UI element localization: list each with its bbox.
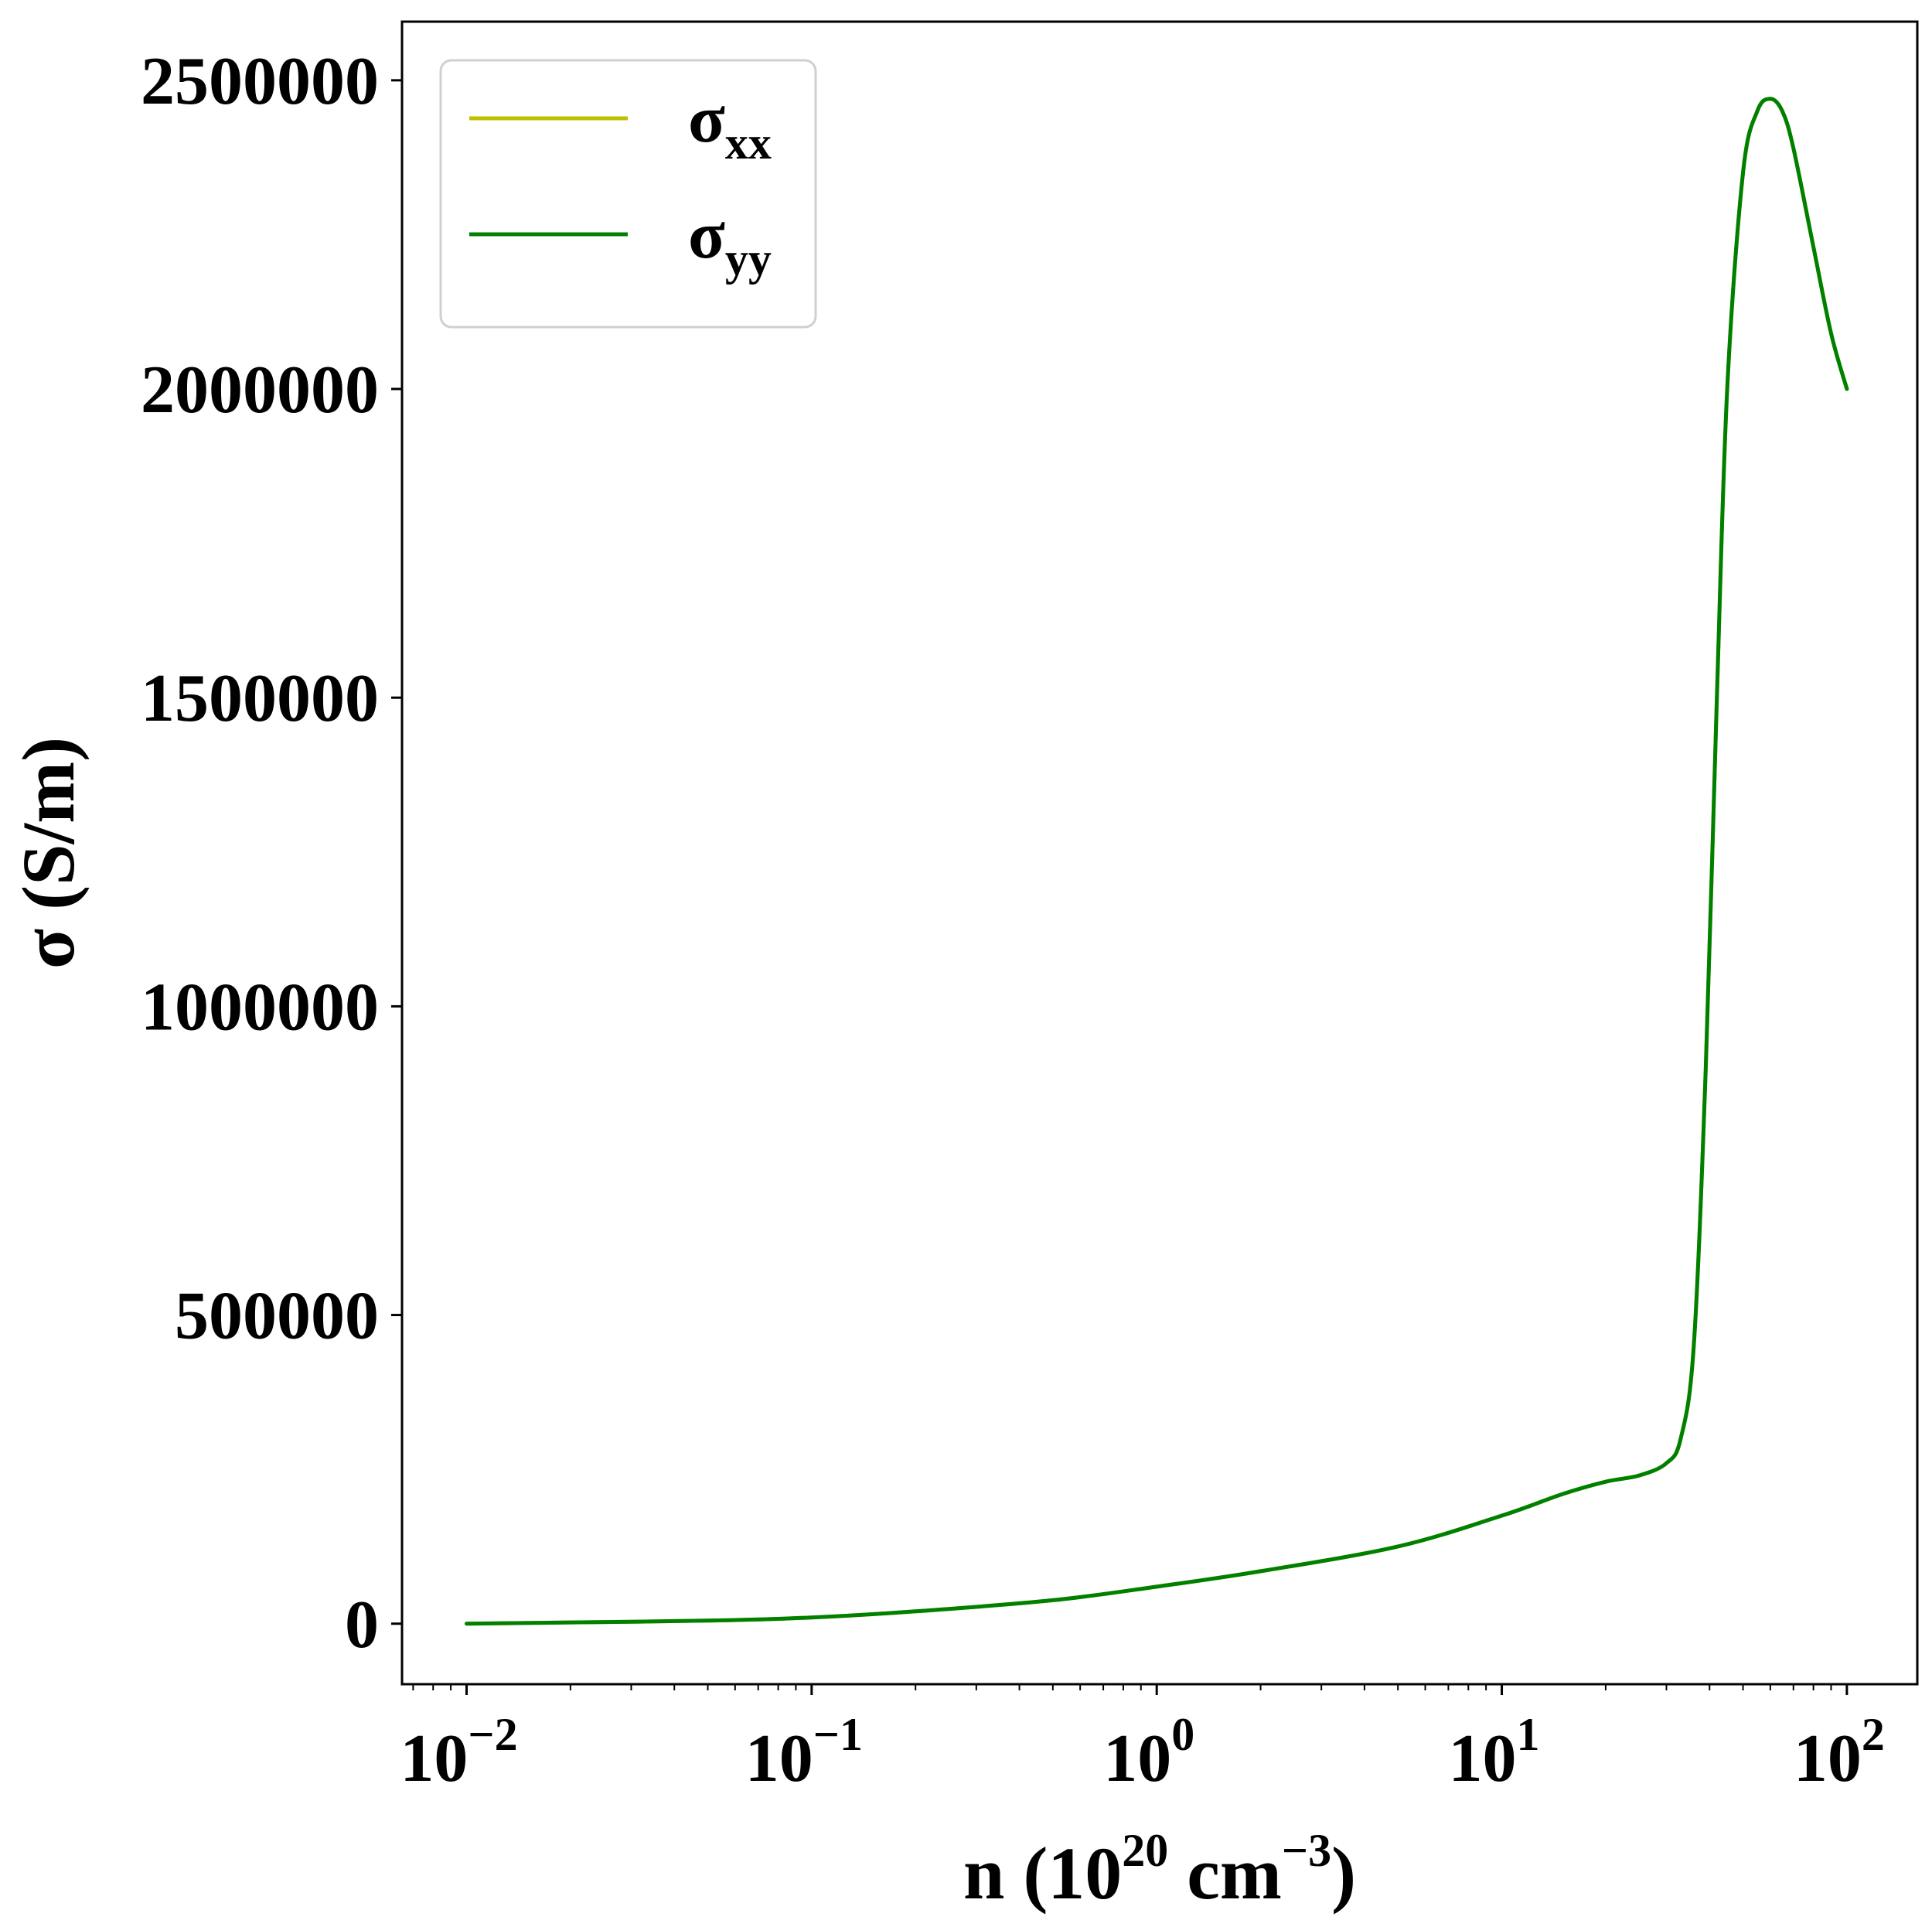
x-tick-label-base: 10 bbox=[1794, 1721, 1862, 1796]
x-tick-label-base: 10 bbox=[1449, 1721, 1517, 1796]
x-tick-label: 100 bbox=[1103, 1709, 1194, 1796]
x-tick-label: 10−2 bbox=[400, 1709, 517, 1796]
x-tick-label-exponent: 2 bbox=[1862, 1709, 1885, 1760]
y-tick-label: 1000000 bbox=[141, 970, 379, 1045]
legend-label-sigma-yy-subscript: yy bbox=[725, 234, 772, 285]
x-tick-label-exponent: 0 bbox=[1171, 1709, 1194, 1760]
y-tick-label: 500000 bbox=[175, 1279, 379, 1354]
x-tick-label: 101 bbox=[1449, 1709, 1540, 1796]
legend-label-sigma-yy-symbol: σ bbox=[688, 198, 725, 273]
x-axis-label: n (1020 cm−3) bbox=[963, 1825, 1356, 1915]
y-tick-label: 1500000 bbox=[141, 661, 379, 736]
x-axis: 10−2 10−1 100 101 102 bbox=[400, 1684, 1885, 1796]
legend-box bbox=[439, 59, 817, 329]
y-tick-label: 2500000 bbox=[141, 44, 379, 119]
legend-label-sigma-xx: σxx bbox=[688, 82, 772, 169]
x-axis-label-unit: cm bbox=[1168, 1832, 1282, 1915]
x-axis-label-close: ) bbox=[1331, 1832, 1356, 1915]
x-tick-label-exponent: −1 bbox=[813, 1709, 863, 1760]
x-tick-label-exponent: 1 bbox=[1517, 1709, 1540, 1760]
x-tick-label: 10−1 bbox=[745, 1709, 863, 1796]
legend-label-sigma-xx-subscript: xx bbox=[725, 118, 772, 169]
legend-label-sigma-yy: σyy bbox=[688, 198, 772, 285]
x-tick-label-base: 10 bbox=[1103, 1721, 1171, 1796]
series-line-sigma-yy bbox=[465, 97, 1849, 1626]
x-tick-label: 102 bbox=[1794, 1709, 1885, 1796]
plot-frame bbox=[400, 20, 1919, 1686]
plot-lines bbox=[465, 97, 1849, 1626]
x-tick-label-base: 10 bbox=[745, 1721, 813, 1796]
legend-label-sigma-xx-symbol: σ bbox=[688, 82, 725, 157]
x-axis-label-main: n (10 bbox=[963, 1832, 1122, 1915]
x-tick-label-base: 10 bbox=[400, 1721, 468, 1796]
y-axis-label: σ (S/m) bbox=[7, 737, 90, 969]
x-axis-label-exponent-1: 20 bbox=[1122, 1825, 1168, 1876]
y-tick-label: 0 bbox=[345, 1588, 379, 1663]
legend: σxx σyy bbox=[439, 59, 817, 329]
y-axis: 0 500000 1000000 1500000 2000000 2500000 bbox=[141, 44, 402, 1663]
x-tick-label-exponent: −2 bbox=[468, 1709, 517, 1760]
x-axis-label-exponent-2: −3 bbox=[1282, 1825, 1331, 1876]
y-tick-label: 2000000 bbox=[141, 353, 379, 428]
